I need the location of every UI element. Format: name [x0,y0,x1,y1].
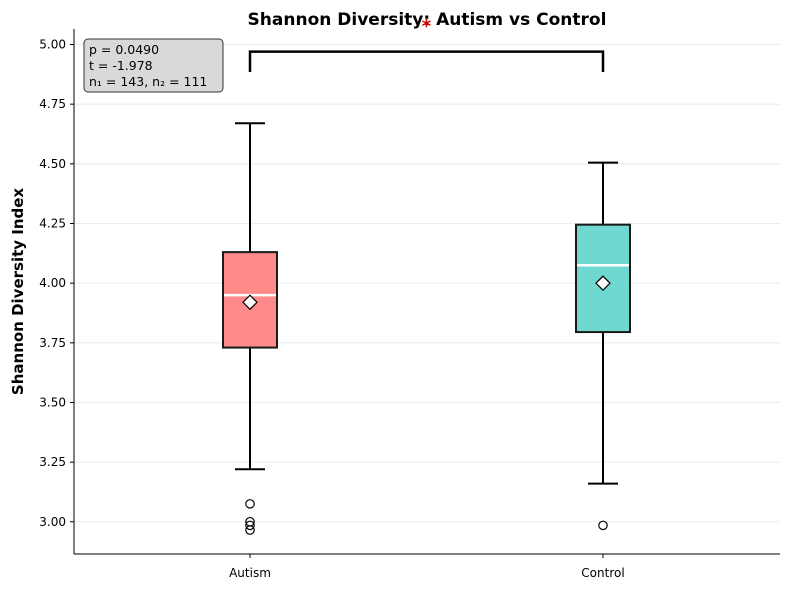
annotations: Shannon Diversity: Autism vs Control* p =… [83,10,607,93]
grid-lines [74,44,780,523]
y-tick-label: 4.00 [39,276,66,290]
stats-box [83,38,224,93]
mean-marker [595,275,611,291]
axes: 3.00 3.25 3.50 3.75 4.00 4.25 4.50 4.75 5.00 Auti… [9,29,780,580]
y-tick-label: 4.75 [39,97,66,111]
outlier-point [245,525,255,535]
outlier-point [245,499,255,509]
y-tick-label: 4.25 [39,216,66,230]
stats-line: t = -1.978 [89,58,153,73]
y-tick-label: 3.00 [39,515,66,529]
stats-line: n₁ = 143, n₂ = 111 [89,74,207,89]
mean-marker [242,294,258,311]
boxes [222,122,631,535]
significance-marker: * [422,16,432,37]
y-tick-label: 3.50 [39,395,66,409]
y-axis-label: Shannon Diversity Index [9,188,27,396]
y-tick-label: 3.25 [39,455,66,469]
y-tick-label: 3.75 [39,336,66,350]
x-tick-label: Autism [229,566,271,580]
stats-line: p = 0.0490 [89,42,159,57]
significance-bracket [248,50,605,72]
x-tick-label: Control [581,566,624,580]
y-tick-label: 5.00 [39,38,66,52]
outlier-point [245,520,255,531]
outlier-point [598,520,608,531]
chart-title: Shannon Diversity: Autism vs Control [248,10,607,30]
y-tick-label: 4.50 [39,157,66,171]
